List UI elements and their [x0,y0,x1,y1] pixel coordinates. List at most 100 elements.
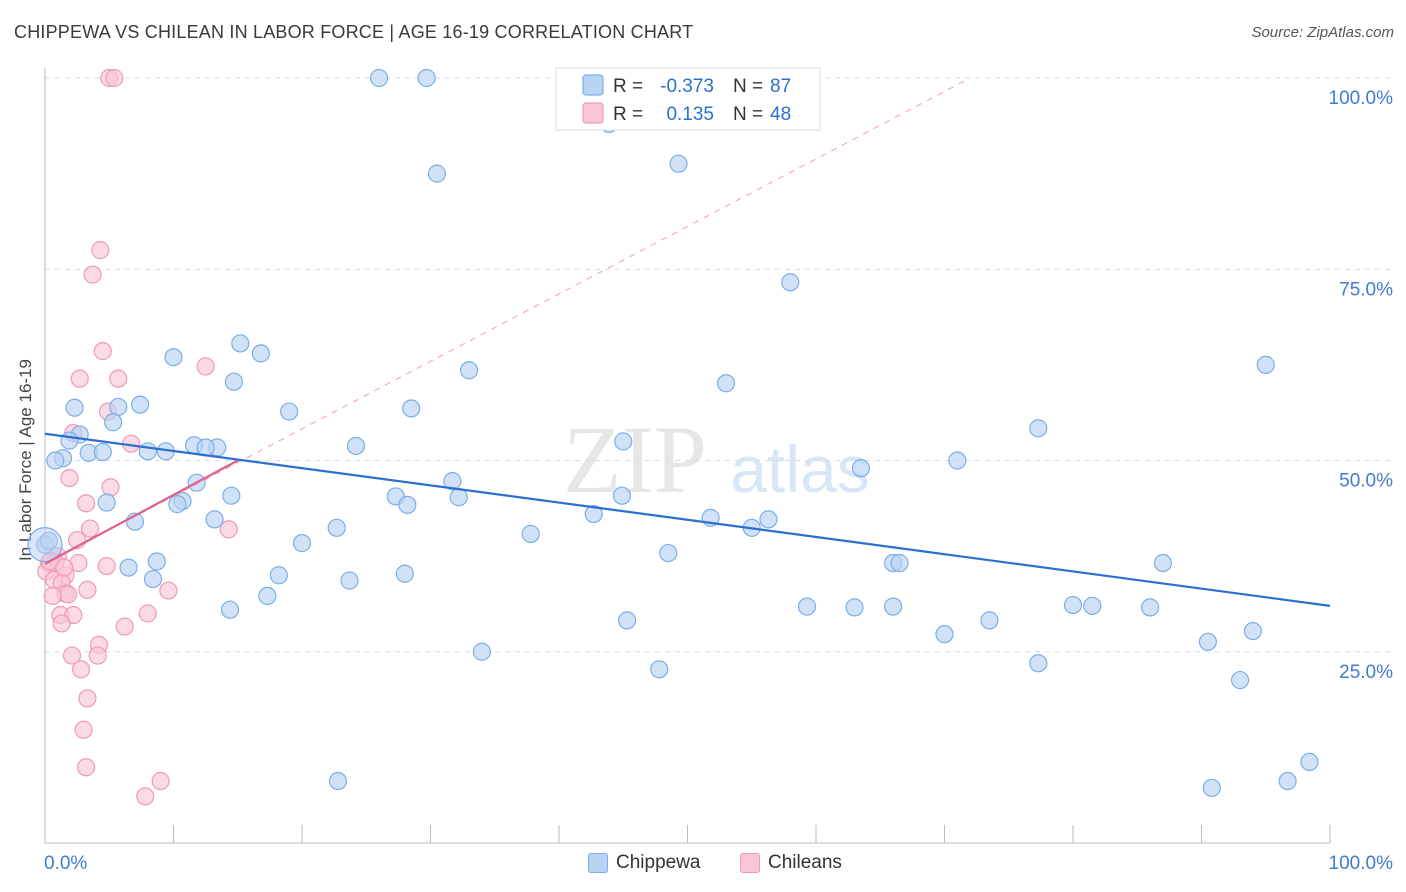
chileans-point [136,787,155,806]
chileans-point [196,357,215,376]
chippewa-point [168,495,187,514]
chippewa-point [109,397,128,417]
chileans-point [62,646,82,665]
source-credit: Source: ZipAtlas.com [1251,24,1394,41]
chippewa-point [614,432,633,451]
legend-r-value-chippewa: -0.373 [660,76,714,97]
chippewa-point [346,436,366,456]
chippewa-point [935,625,954,644]
chippewa-point [251,344,270,363]
chippewa-point [97,493,116,512]
chippewa-point [612,486,632,505]
x-tick-label: 100.0% [1329,853,1394,874]
chippewa-point [797,597,817,616]
chippewa-point [224,372,243,391]
chippewa-point [280,402,299,421]
chippewa-point [143,569,163,589]
series-legend: Chippewa Chileans [0,852,1406,878]
chileans-point [60,468,79,488]
chippewa-point [164,348,183,367]
chippewa-point [449,488,468,507]
chileans-point [91,241,110,260]
legend-item-chileans: Chileans [740,852,842,874]
chippewa-point [443,472,462,491]
chippewa-point [104,413,123,432]
chileans-point [151,771,170,791]
chippewa-point [402,399,421,418]
chippewa-point [205,510,224,529]
chippewa-point [716,374,736,393]
chileans-point [97,556,116,576]
chippewa-point [659,543,678,563]
grid-lines [45,77,1392,653]
legend-n-label-chippewa: N = [733,76,763,97]
chileans-point [83,265,102,284]
watermark-atlas: atlas [730,432,869,506]
chileans-point [59,585,78,604]
chippewa-point [669,154,688,173]
axes [44,68,1331,844]
chippewa-point [327,518,346,537]
chippewa-point [1256,355,1275,374]
chileans-point [74,720,93,739]
legend-r-value-chileans: 0.135 [666,104,714,125]
chippewa-point [1243,621,1263,641]
chippewa-point [258,586,277,606]
legend-swatch-chippewa [582,74,604,96]
chippewa-point [328,771,348,791]
legend-label-chippewa: Chippewa [616,852,701,873]
legend-r-label-chippewa: R = [613,76,643,97]
stats-legend: R = -0.373 N = 87 R = 0.135 N = 48 [555,67,821,131]
chippewa-point [759,510,778,529]
chippewa-point [584,504,603,524]
chippewa-point [292,534,312,553]
chippewa-point [1083,596,1102,615]
chippewa-point [650,660,669,679]
chileans-point [52,614,71,633]
legend-label-chileans: Chileans [768,852,842,873]
chileans-point [115,617,134,636]
legend-item-chippewa: Chippewa [588,852,701,874]
chippewa-point [521,524,540,544]
chippewa-trend-line [44,432,1331,607]
chippewa-point [1230,670,1250,690]
series-chileans-points [37,68,238,806]
chippewa-point [269,566,288,585]
chippewa-point-large [27,527,63,563]
chileans-point [71,660,91,679]
chileans-point [80,519,100,538]
chileans-point [78,580,97,599]
chippewa-point [130,395,150,414]
chileans-point [109,369,128,388]
y-tick-label: 50.0% [1339,471,1393,492]
chippewa-point [222,486,241,505]
y-tick-label: 100.0% [1329,88,1394,109]
series-chippewa-points [27,68,1319,798]
trend-lines [44,77,1331,607]
chileans-point [93,342,112,361]
legend-n-label-chileans: N = [733,104,763,125]
chippewa-point [119,558,138,577]
y-tick-label: 25.0% [1339,662,1393,683]
chileans-point [159,581,178,600]
x-tick-label: 0.0% [44,853,87,874]
chippewa-point [851,459,871,478]
chippewa-point [370,68,389,88]
chippewa-point [980,611,999,630]
chileans-point [88,646,107,665]
chileans-point [138,604,157,623]
chippewa-point [417,68,436,88]
chippewa-point [1202,778,1221,798]
chileans-point [70,369,89,388]
chippewa-point [231,334,250,353]
chippewa-point [845,598,864,617]
chippewa-point [459,361,479,380]
legend-n-value-chippewa: 87 [770,76,791,97]
chippewa-point [1278,771,1297,791]
watermark: ZIP atlas [563,406,870,513]
chileans-point [77,494,96,513]
chileans-point [77,758,96,777]
chileans-point [43,586,62,606]
chippewa-point [46,451,65,470]
